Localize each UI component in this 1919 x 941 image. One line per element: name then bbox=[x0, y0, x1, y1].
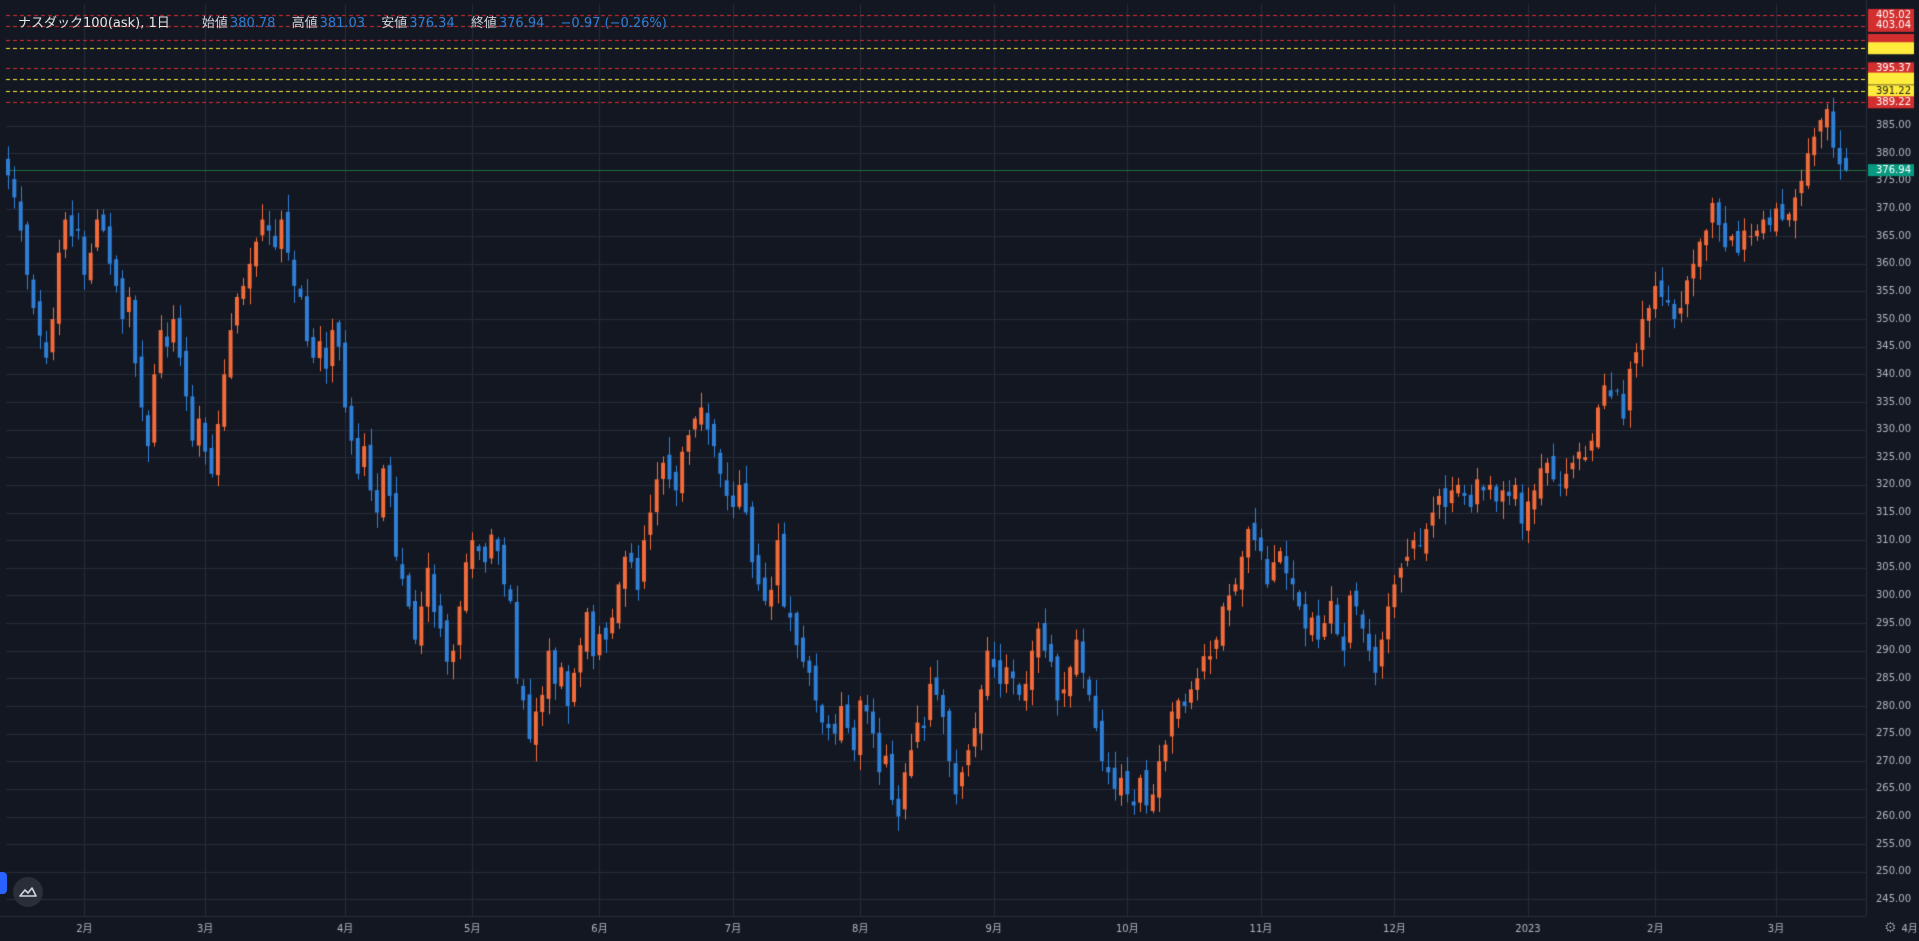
close-value: 376.94 bbox=[498, 16, 545, 31]
gear-icon[interactable]: ⚙ bbox=[1884, 920, 1897, 936]
close-label: 終値 bbox=[470, 16, 497, 31]
symbol-title[interactable]: ナスダック100(ask), 1日 bbox=[18, 16, 170, 31]
chart-legend: ナスダック100(ask), 1日 始値 380.78 高値 381.03 安値 37… bbox=[18, 12, 667, 31]
high-value: 381.03 bbox=[319, 16, 366, 31]
tradingview-logo-icon[interactable] bbox=[13, 877, 43, 907]
open-label: 始値 bbox=[201, 16, 228, 31]
high-label: 高値 bbox=[291, 16, 318, 31]
open-value: 380.78 bbox=[229, 16, 276, 31]
logo-mountain-icon bbox=[19, 887, 37, 897]
change-value: −0.97 (−0.26%) bbox=[560, 16, 667, 31]
low-label: 安値 bbox=[381, 16, 408, 31]
low-value: 376.34 bbox=[409, 16, 455, 31]
side-panel-tab[interactable] bbox=[0, 872, 7, 894]
